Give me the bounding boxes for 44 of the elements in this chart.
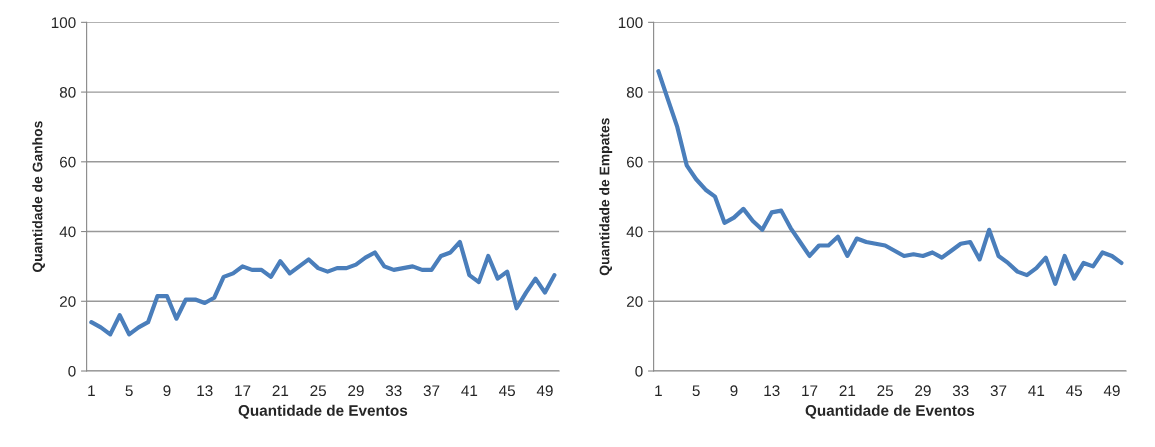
x-tick-label: 37: [990, 385, 1007, 397]
y-tick-label: 60: [626, 156, 643, 168]
x-tick-label: 29: [348, 385, 364, 397]
y-tick-label: 80: [626, 86, 643, 98]
y-tick-label: 0: [635, 365, 643, 377]
x-tick-label: 49: [536, 385, 553, 397]
x-axis-title: Quantidade de Eventos: [238, 404, 408, 419]
x-tick-label: 37: [423, 385, 440, 397]
y-tick-label: 20: [59, 296, 76, 307]
y-tick-label: 40: [626, 226, 643, 238]
x-tick-label: 13: [197, 385, 213, 397]
x-tick-label: 21: [272, 385, 289, 396]
y-tick-label: 0: [68, 365, 76, 377]
x-axis-title: Quantidade de Eventos: [805, 404, 975, 419]
x-tick-label: 5: [125, 385, 133, 397]
x-tick-label: 5: [692, 385, 700, 397]
x-tick-label: 33: [385, 385, 402, 397]
y-tick-label: 20: [626, 296, 643, 307]
y-tick-label: 100: [618, 17, 643, 29]
line-series: [89, 239, 557, 337]
x-tick-label: 1: [88, 385, 95, 396]
x-tick-label: 9: [730, 385, 738, 397]
x-tick-label: 45: [499, 385, 516, 397]
x-tick-label: 41: [461, 385, 478, 396]
y-tick-label: 40: [59, 226, 76, 238]
y-tick-label: 100: [51, 17, 76, 29]
x-tick-label: 33: [952, 385, 969, 397]
y-tick-label: 80: [59, 86, 76, 98]
x-tick-label: 13: [764, 385, 780, 397]
x-tick-label: 25: [877, 385, 894, 397]
y-axis-title: Quantidade de Empates: [599, 118, 613, 276]
x-tick-label: 9: [163, 385, 171, 397]
x-tick-label: 1: [655, 385, 662, 396]
x-tick-label: 17: [235, 385, 251, 396]
x-tick-label: 17: [802, 385, 818, 396]
line-series: [656, 69, 1124, 286]
x-tick-label: 41: [1028, 385, 1045, 396]
x-tick-label: 25: [310, 385, 327, 397]
y-axis-title: Quantidade de Ganhos: [32, 121, 46, 273]
x-tick-label: 21: [839, 385, 856, 396]
x-tick-label: 49: [1103, 385, 1120, 397]
x-tick-label: 29: [915, 385, 931, 397]
x-tick-label: 45: [1066, 385, 1083, 397]
y-tick-label: 60: [59, 156, 76, 168]
